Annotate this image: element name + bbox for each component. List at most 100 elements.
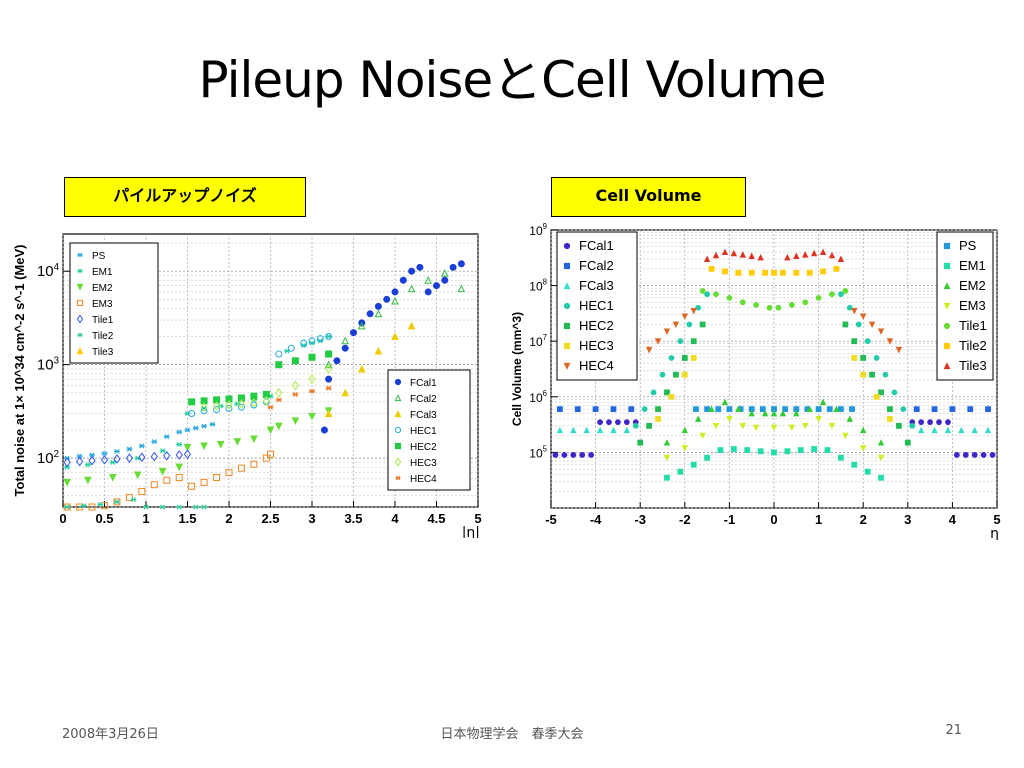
data-point [291,380,300,391]
legend-marker [563,362,571,370]
data-point [878,474,884,481]
data-point [615,419,621,426]
data-point [291,417,300,426]
data-point [877,454,885,462]
data-point [864,338,871,345]
data-point [730,249,738,257]
data-point [851,355,858,361]
data-point [570,452,577,458]
data-point [886,338,894,345]
data-point [316,335,324,343]
legend-marker [563,322,571,330]
x-tick-label: -2 [679,512,691,527]
data-point [891,389,898,396]
data-point [200,442,208,451]
legend-label: FCal1 [579,238,614,253]
data-point [699,321,706,328]
series-hec4 [267,385,332,410]
data-point [325,375,333,383]
data-point [176,504,183,510]
data-point [784,253,791,261]
legend: PS EM1 EM2 EM3 Tile1 Tile2 Tile3 [936,231,994,381]
y-tick-label: 102 [37,449,59,467]
legend-marker [563,262,571,270]
data-point [188,410,196,418]
data-point [163,476,171,484]
legend-label: HEC2 [410,442,437,453]
data-point [735,405,742,413]
data-point [855,321,862,328]
data-point [357,364,366,373]
data-point [663,328,671,335]
data-point [374,309,383,318]
x-axis-label: |η| [462,525,480,538]
slide-title: Pileup NoiseとCell Volume [198,51,827,109]
data-point [623,419,630,426]
legend-marker [77,252,83,258]
x-tick-label: 5 [993,512,1000,527]
data-point [138,443,145,449]
legend-marker [563,342,571,350]
data-point [200,402,208,413]
data-point [291,357,299,365]
data-point [632,422,639,429]
data-point [971,452,978,458]
data-point [672,371,679,378]
data-point [237,394,245,402]
data-point [597,419,603,426]
legend-marker [563,282,571,290]
data-point [266,426,275,435]
data-point [904,439,911,446]
legend-box [387,369,471,491]
data-point [374,346,383,355]
data-point [333,357,341,365]
data-point [424,288,432,296]
data-point [681,371,688,378]
data-point [967,406,974,413]
legend-marker [77,332,83,338]
data-point [945,419,951,426]
data-point [176,429,183,435]
legend-marker [76,283,84,291]
x-tick-label: 4.5 [427,511,445,526]
series-hec3 [200,364,333,413]
x-tick-label: 1 [142,511,149,526]
data-point [324,360,333,369]
data-point [158,467,167,476]
data-point [113,499,120,505]
data-point [873,393,880,400]
legend-box [556,231,638,381]
legend-marker [394,394,402,402]
data-point [877,328,885,335]
data-point [842,288,849,294]
data-point [826,406,833,413]
data-point [143,504,149,510]
series-em3 [663,416,885,462]
data-point [209,421,216,427]
series-fcal1 [552,419,996,458]
series-fcal2 [324,269,466,369]
data-point [815,295,822,301]
legend-marker [394,410,402,418]
data-point [324,409,333,418]
data-point [76,453,83,459]
data-point [225,404,233,412]
data-point [677,338,684,345]
data-point [138,452,146,463]
x-tick-label: 2 [225,511,232,526]
legend: FCal1 FCal2 FCal3 HEC1 HEC2 HEC3 HEC4 [556,231,638,381]
data-point [561,452,568,458]
data-point [708,405,715,413]
data-point [859,445,867,452]
data-point [726,416,733,423]
pileup-noise-chart: 0 0.5 1 1.5 2 2.5 3 3.5 4 4.5 5 102 103 104 |η| Total n… [12,233,482,538]
data-point [163,450,171,461]
data-point [213,474,221,482]
data-point [175,450,183,460]
legend-label: PS [92,251,106,262]
data-point [695,304,702,311]
legend-label: Tile3 [959,358,987,373]
x-tick-label: -1 [724,512,736,527]
legend-label: EM1 [92,267,113,278]
data-point [267,404,274,410]
